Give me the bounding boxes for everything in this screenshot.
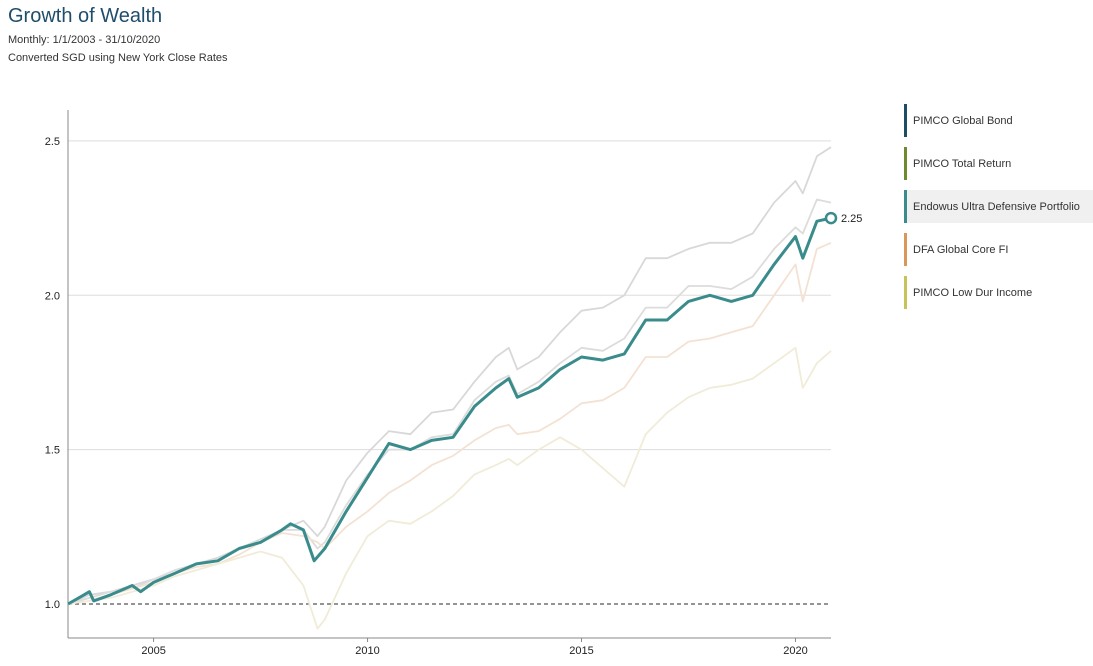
legend-item-pimco-total-return[interactable]: PIMCO Total Return — [904, 147, 1093, 180]
y-tick-label: 1.0 — [45, 599, 60, 611]
x-tick-label: 2010 — [355, 645, 379, 657]
series-line-pimco-low-dur-income — [67, 346, 832, 630]
legend-color-bar — [904, 147, 907, 180]
growth-chart: 1.0 1.5 2.0 2.5 2005 2010 2015 2020 2.25 — [45, 110, 862, 657]
y-tick-label: 2.0 — [45, 290, 60, 302]
page-title: Growth of Wealth — [8, 5, 163, 27]
series-layer — [67, 146, 832, 630]
legend-color-bar — [904, 104, 907, 137]
y-tick-label: 1.5 — [45, 445, 60, 457]
y-tick-label: 2.5 — [45, 136, 60, 148]
legend-label: PIMCO Total Return — [913, 157, 1012, 170]
legend-label: PIMCO Global Bond — [913, 114, 1013, 127]
tick-labels: 1.0 1.5 2.0 2.5 2005 2010 2015 2020 — [45, 136, 808, 657]
legend: PIMCO Global Bond PIMCO Total Return End… — [904, 104, 1093, 319]
x-tick-label: 2005 — [141, 645, 165, 657]
series-line-endowus-ultra-defensive-portfolio — [67, 216, 832, 606]
chart-subtitle-date-range: Monthly: 1/1/2003 - 31/10/2020 — [8, 34, 161, 46]
series-line-pimco-total-return — [67, 198, 832, 605]
legend-color-bar — [904, 276, 907, 309]
chart-gridlines — [68, 140, 831, 451]
series-line-dfa-global-core-fi — [67, 241, 832, 605]
legend-label: PIMCO Low Dur Income — [913, 286, 1033, 299]
legend-item-dfa-global-core-fi[interactable]: DFA Global Core FI — [904, 233, 1093, 266]
end-value-label: 2.25 — [841, 213, 862, 225]
x-tick-label: 2015 — [569, 645, 593, 657]
legend-color-bar — [904, 190, 907, 223]
chart-subtitle-currency-note: Converted SGD using New York Close Rates — [8, 52, 228, 64]
legend-label: DFA Global Core FI — [913, 243, 1009, 256]
series-line-pimco-global-bond — [67, 146, 832, 605]
end-value-marker[interactable] — [824, 211, 838, 225]
legend-item-pimco-global-bond[interactable]: PIMCO Global Bond — [904, 104, 1093, 137]
legend-label: Endowus Ultra Defensive Portfolio — [913, 200, 1080, 213]
legend-color-bar — [904, 233, 907, 266]
legend-item-pimco-low-dur-income[interactable]: PIMCO Low Dur Income — [904, 276, 1093, 309]
legend-item-endowus-ultra-defensive[interactable]: Endowus Ultra Defensive Portfolio — [904, 190, 1093, 223]
x-tick-label: 2020 — [783, 645, 807, 657]
